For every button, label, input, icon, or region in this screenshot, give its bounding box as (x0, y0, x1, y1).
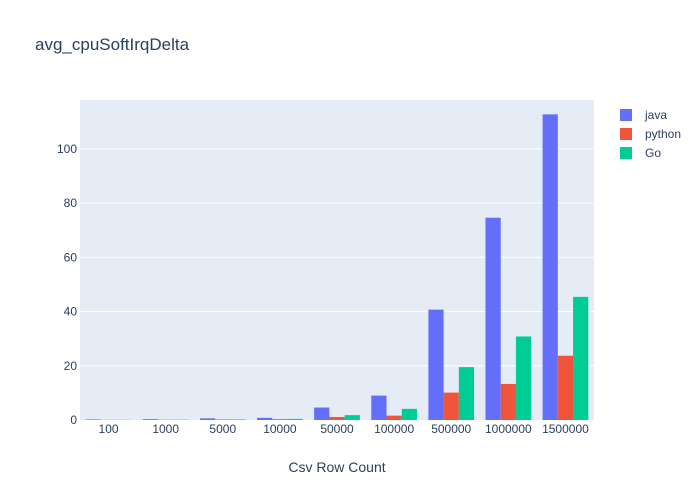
bar-java-1500000[interactable] (542, 114, 558, 421)
bar-go-500000[interactable] (458, 367, 475, 420)
gridlines (80, 148, 594, 367)
legend-label: java (644, 108, 667, 122)
x-axis-title: Csv Row Count (288, 459, 385, 475)
bar-go-100000[interactable] (401, 408, 417, 420)
bar-java-10000[interactable] (257, 417, 273, 420)
bar-python-5000[interactable] (215, 419, 231, 420)
legend-item-python[interactable]: python (620, 127, 681, 141)
y-tick-label: 80 (64, 196, 78, 210)
y-tick-labels: 0 20 40 60 80 100 (57, 142, 77, 427)
bar-go-1000000[interactable] (515, 336, 532, 420)
legend-label: python (645, 127, 681, 141)
x-tick-label: 5000 (209, 422, 236, 436)
legend-swatch (620, 147, 632, 159)
legend[interactable]: java python Go (620, 108, 681, 160)
y-tick-label: 60 (64, 250, 78, 264)
plot-area (80, 100, 594, 420)
bar-python-1500000[interactable] (557, 355, 574, 420)
x-tick-label: 1500000 (542, 422, 589, 436)
bar-go-5000[interactable] (230, 419, 246, 420)
bars (85, 114, 589, 421)
bar-python-10000[interactable] (272, 419, 288, 420)
bar-go-50000[interactable] (344, 415, 360, 420)
legend-item-java[interactable]: java (620, 108, 667, 122)
bar-python-100000[interactable] (386, 415, 402, 420)
x-tick-label: 100000 (374, 422, 414, 436)
legend-swatch (620, 128, 632, 140)
y-tick-label: 100 (57, 142, 77, 156)
legend-swatch (620, 109, 632, 121)
bar-go-10000[interactable] (287, 418, 303, 420)
legend-item-go[interactable]: Go (620, 146, 661, 160)
bar-python-500000[interactable] (443, 392, 459, 420)
bar-java-5000[interactable] (199, 418, 216, 420)
bar-java-1000000[interactable] (485, 217, 501, 420)
bar-java-100[interactable] (85, 419, 101, 420)
bar-go-1500000[interactable] (573, 296, 589, 420)
x-tick-label: 1000 (152, 422, 179, 436)
chart-title: avg_cpuSoftIrqDelta (35, 35, 190, 54)
x-tick-label: 100 (99, 422, 119, 436)
bar-python-1000000[interactable] (500, 383, 516, 420)
bar-java-1000[interactable] (142, 419, 159, 420)
x-tick-label: 50000 (320, 422, 354, 436)
y-tick-label: 40 (64, 305, 78, 319)
bar-java-50000[interactable] (314, 407, 330, 420)
bar-python-50000[interactable] (329, 417, 345, 420)
bar-java-500000[interactable] (428, 309, 444, 420)
x-tick-label: 1000000 (485, 422, 532, 436)
x-tick-label: 500000 (431, 422, 471, 436)
y-tick-label: 20 (64, 359, 78, 373)
legend-label: Go (645, 146, 661, 160)
x-tick-label: 10000 (263, 422, 297, 436)
y-tick-label: 0 (70, 413, 77, 427)
bar-java-100000[interactable] (371, 395, 387, 420)
x-tick-labels: 100 1000 5000 10000 50000 100000 500000 1000000… (99, 422, 590, 436)
